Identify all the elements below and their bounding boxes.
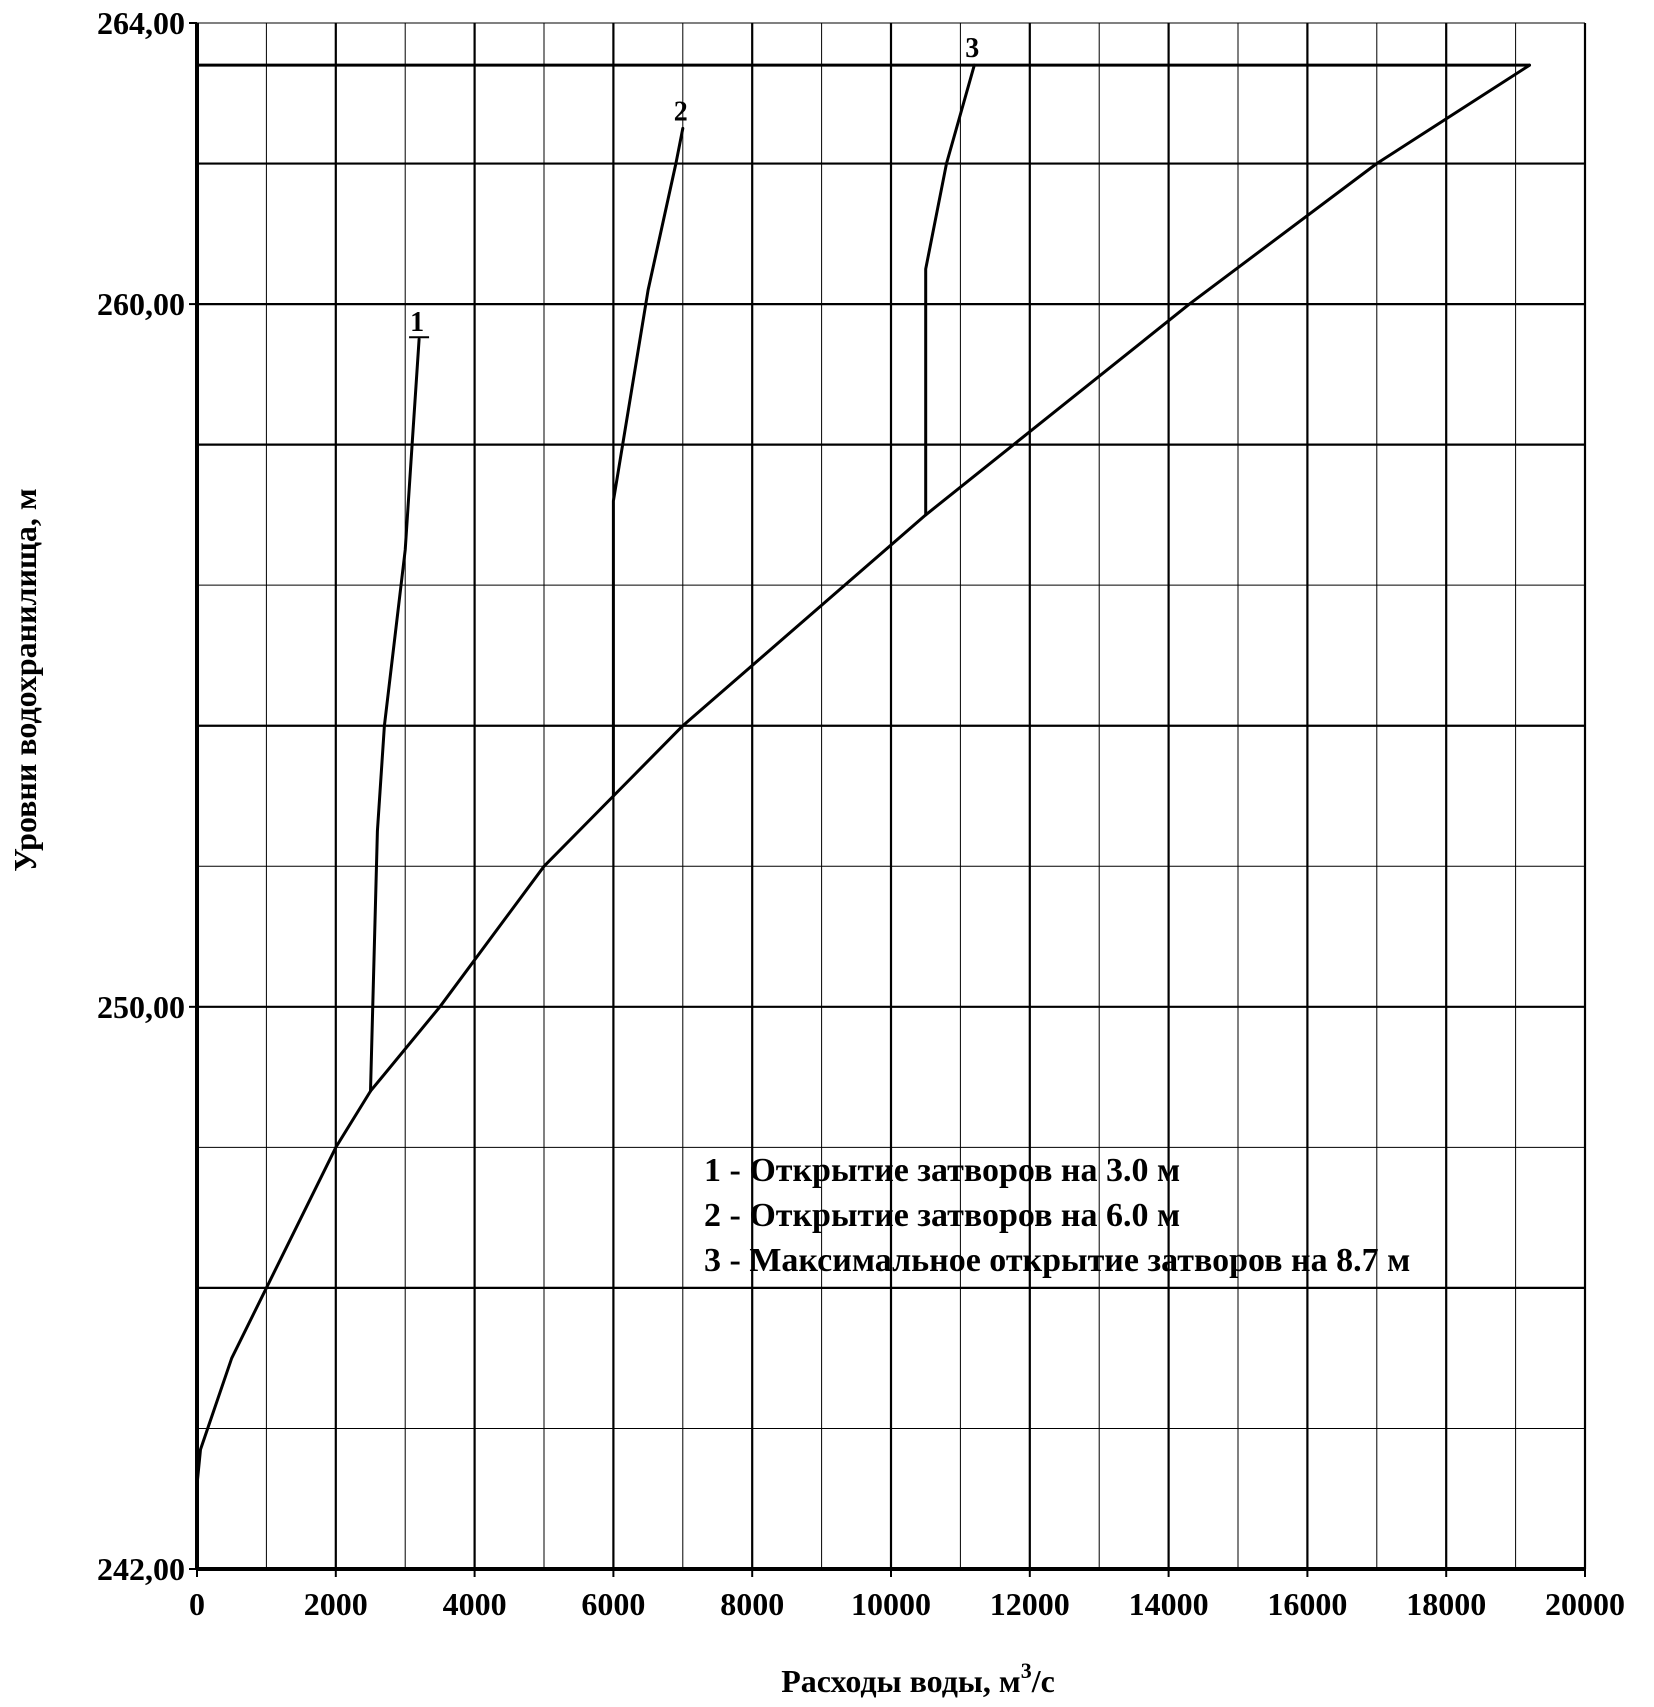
y-tick-label: 242,00	[97, 1551, 185, 1587]
x-axis-ticks: 0 2000 4000 6000 8000 10000 12000 14000 16000 180…	[189, 1569, 1625, 1622]
x-tick-label: 14000	[1129, 1586, 1209, 1622]
series-line-1	[369, 337, 421, 1093]
x-tick-label: 2000	[304, 1586, 368, 1622]
x-tick-label: 16000	[1267, 1586, 1347, 1622]
y-tick-label: 260,00	[97, 286, 185, 322]
series-line-3	[924, 63, 976, 517]
y-axis-ticks: 242,00 250,00 260,00 264,00	[97, 5, 197, 1587]
x-tick-label: 8000	[720, 1586, 784, 1622]
y-axis-title: Уровни водохранилища, м	[7, 488, 43, 871]
x-axis-title: Расходы воды, м3/с	[781, 1658, 1055, 1699]
series-line-free_flow	[195, 63, 1531, 1487]
grid	[195, 22, 1587, 1571]
curve-label-1: 1	[410, 307, 424, 338]
curve-label-3: 3	[965, 33, 979, 64]
x-tick-label: 4000	[443, 1586, 507, 1622]
legend: 1 - Открытие затворов на 3.0 м 2 - Откры…	[704, 1152, 1410, 1279]
series-layer: 1 2 3	[195, 33, 1531, 1487]
series-line-2	[611, 126, 685, 798]
legend-entry-2: 2 - Открытие затворов на 6.0 м	[704, 1197, 1180, 1234]
x-tick-label: 6000	[581, 1586, 645, 1622]
x-tick-label: 20000	[1545, 1586, 1625, 1622]
x-tick-label: 18000	[1406, 1586, 1486, 1622]
legend-entry-3: 3 - Максимальное открытие затворов на 8.…	[704, 1242, 1410, 1279]
curve-label-2: 2	[674, 96, 688, 127]
y-tick-label: 250,00	[97, 989, 185, 1025]
x-tick-label: 0	[189, 1586, 205, 1622]
x-tick-label: 10000	[851, 1586, 931, 1622]
legend-entry-1: 1 - Открытие затворов на 3.0 м	[704, 1152, 1180, 1189]
y-tick-label: 264,00	[97, 5, 185, 41]
x-tick-label: 12000	[990, 1586, 1070, 1622]
